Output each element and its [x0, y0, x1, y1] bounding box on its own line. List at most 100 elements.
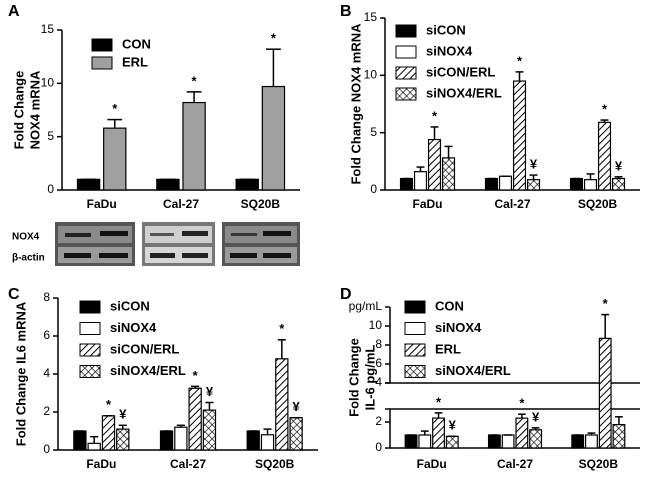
- y-tick-label: 6: [43, 328, 50, 342]
- y-tick-label: 0: [375, 440, 382, 454]
- x-tick-label: Cal-27: [494, 197, 530, 211]
- bar: [432, 417, 445, 449]
- x-tick-label: Cal-27: [497, 457, 533, 471]
- bar: [598, 337, 612, 449]
- annotation: ¥: [292, 399, 300, 414]
- annotation: *: [603, 296, 609, 311]
- legend-label: siNOX4/ERL: [426, 85, 502, 100]
- annotation: *: [112, 101, 118, 116]
- bar: [487, 434, 501, 449]
- y-tick-label: 8: [375, 337, 382, 351]
- annotation: *: [193, 368, 199, 383]
- bar: [404, 434, 418, 449]
- bar: [597, 121, 612, 191]
- panel-label: D: [340, 286, 352, 303]
- annotation: *: [279, 321, 285, 336]
- legend-swatch: [79, 322, 101, 335]
- y-tick-label: 8: [43, 290, 50, 304]
- blot-label: β-actin: [12, 253, 45, 264]
- bar: [87, 442, 101, 451]
- y-tick-label: pg/mL: [349, 299, 383, 313]
- legend-label: ERL: [122, 54, 148, 69]
- bar: [569, 177, 584, 191]
- annotation: ¥: [449, 418, 457, 433]
- y-tick-label: 5: [47, 129, 54, 143]
- y-axis-label: NOX4 mRNA: [27, 70, 42, 149]
- bar: [399, 177, 414, 191]
- legend-swatch: [395, 66, 417, 80]
- bar: [611, 177, 626, 191]
- y-tick-label: 10: [364, 68, 378, 82]
- bar: [116, 428, 130, 451]
- legend-swatch: [395, 45, 417, 59]
- bar: [182, 101, 206, 191]
- bar: [612, 424, 626, 449]
- x-tick-label: SQ20B: [578, 197, 618, 211]
- bar: [275, 358, 289, 451]
- y-axis-label: Fold Change: [11, 71, 26, 150]
- legend-swatch: [404, 322, 426, 335]
- bar: [441, 157, 456, 191]
- x-tick-label: FaDu: [87, 197, 117, 211]
- annotation: *: [106, 397, 112, 412]
- y-tick-label: 2: [43, 404, 50, 418]
- annotation: ¥: [206, 384, 214, 399]
- annotation: *: [432, 108, 438, 123]
- bar: [76, 178, 101, 191]
- legend-label: siNOX4: [426, 43, 473, 58]
- blot-label: NOX4: [12, 232, 40, 243]
- y-tick-label: 4: [375, 375, 382, 389]
- y-tick-label: 4: [43, 366, 50, 380]
- y-axis-label: Fold Change: [346, 338, 361, 417]
- bar: [174, 426, 188, 451]
- bar: [156, 178, 180, 191]
- y-tick-label: 10: [41, 76, 55, 90]
- y-axis-label: IL-6 pg/mL: [362, 345, 377, 411]
- x-tick-label: SQ20B: [241, 197, 281, 211]
- bar: [235, 178, 259, 191]
- bar: [188, 387, 202, 451]
- legend-label: siNOX4/ERL: [110, 363, 186, 378]
- legend-swatch: [79, 365, 101, 378]
- bar: [261, 85, 286, 191]
- bar: [526, 179, 541, 191]
- y-tick-label: 15: [364, 10, 378, 24]
- legend-label: siNOX4: [110, 320, 157, 335]
- legend-swatch: [395, 87, 417, 101]
- annotation: *: [517, 53, 523, 68]
- y-tick-label: 10: [369, 318, 383, 332]
- bar: [529, 429, 543, 449]
- legend-swatch: [404, 365, 426, 378]
- annotation: *: [436, 394, 442, 409]
- bar: [202, 409, 217, 451]
- bar: [583, 179, 598, 191]
- bar: [571, 434, 585, 449]
- bar: [512, 80, 527, 191]
- panel-label: B: [340, 3, 352, 20]
- bar: [289, 417, 303, 451]
- legend-swatch: [404, 300, 426, 314]
- bar: [260, 434, 275, 451]
- bar: [103, 127, 127, 191]
- legend-label: siNOX4: [435, 320, 482, 335]
- bar: [501, 434, 515, 449]
- x-tick-label: SQ20B: [579, 457, 619, 471]
- bar: [418, 434, 432, 449]
- y-tick-label: 0: [43, 442, 50, 456]
- y-tick-label: 6: [375, 356, 382, 370]
- bar: [246, 430, 260, 451]
- panel-label: A: [8, 3, 20, 20]
- legend-label: CON: [122, 36, 151, 51]
- bar: [159, 430, 174, 451]
- x-tick-label: Cal-27: [170, 457, 206, 471]
- legend-label: siNOX4/ERL: [435, 363, 511, 378]
- y-axis-label: Fold Change NOX4 mRNA: [348, 23, 363, 185]
- x-tick-label: SQ20B: [255, 457, 295, 471]
- y-tick-label: 5: [370, 125, 377, 139]
- annotation: ¥: [615, 158, 623, 173]
- legend-swatch: [404, 343, 426, 357]
- legend-swatch: [91, 56, 113, 70]
- annotation: *: [192, 73, 198, 88]
- x-tick-label: Cal-27: [163, 197, 199, 211]
